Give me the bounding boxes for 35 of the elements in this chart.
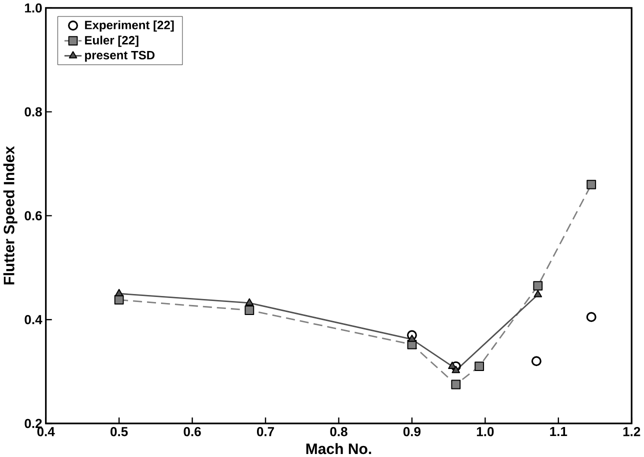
x-tick-label: 0.5 <box>110 426 128 436</box>
point <box>408 334 416 342</box>
point <box>531 356 542 366</box>
y-axis-title: Flutter Speed Index <box>3 146 18 284</box>
point <box>534 290 542 298</box>
point <box>452 366 460 373</box>
point <box>406 330 417 340</box>
legend-label: Experiment [22] <box>85 20 174 32</box>
x-tick-label: 0.9 <box>403 426 421 436</box>
point <box>114 294 124 304</box>
x-tick-label: 1.0 <box>476 426 494 436</box>
y-tick-label: 0.4 <box>24 314 42 324</box>
y-tick-label: 0.6 <box>24 210 42 220</box>
x-tick-label: 0.4 <box>37 426 55 436</box>
point <box>474 361 484 371</box>
y-tick-label: 0.2 <box>24 418 42 428</box>
point <box>448 361 456 369</box>
x-tick-label: 0.6 <box>184 426 201 436</box>
x-tick-label: 1.1 <box>550 426 568 436</box>
y-tick-label: 0.8 <box>24 106 42 116</box>
point <box>450 361 461 372</box>
point <box>114 288 124 296</box>
legend-label: Euler [22] <box>85 35 138 47</box>
x-tick-label: 0.8 <box>330 426 348 436</box>
point <box>533 280 543 290</box>
y-tick-label: 1.0 <box>25 3 42 12</box>
point <box>586 180 596 190</box>
x-axis-title: Mach No. <box>306 442 372 454</box>
point <box>244 305 254 315</box>
x-tick-label: 0.7 <box>256 426 274 436</box>
x-tick-label: 1.2 <box>623 426 640 436</box>
point <box>586 312 596 322</box>
legend-label: present TSD <box>85 50 155 62</box>
point <box>245 298 254 306</box>
point <box>451 380 461 389</box>
